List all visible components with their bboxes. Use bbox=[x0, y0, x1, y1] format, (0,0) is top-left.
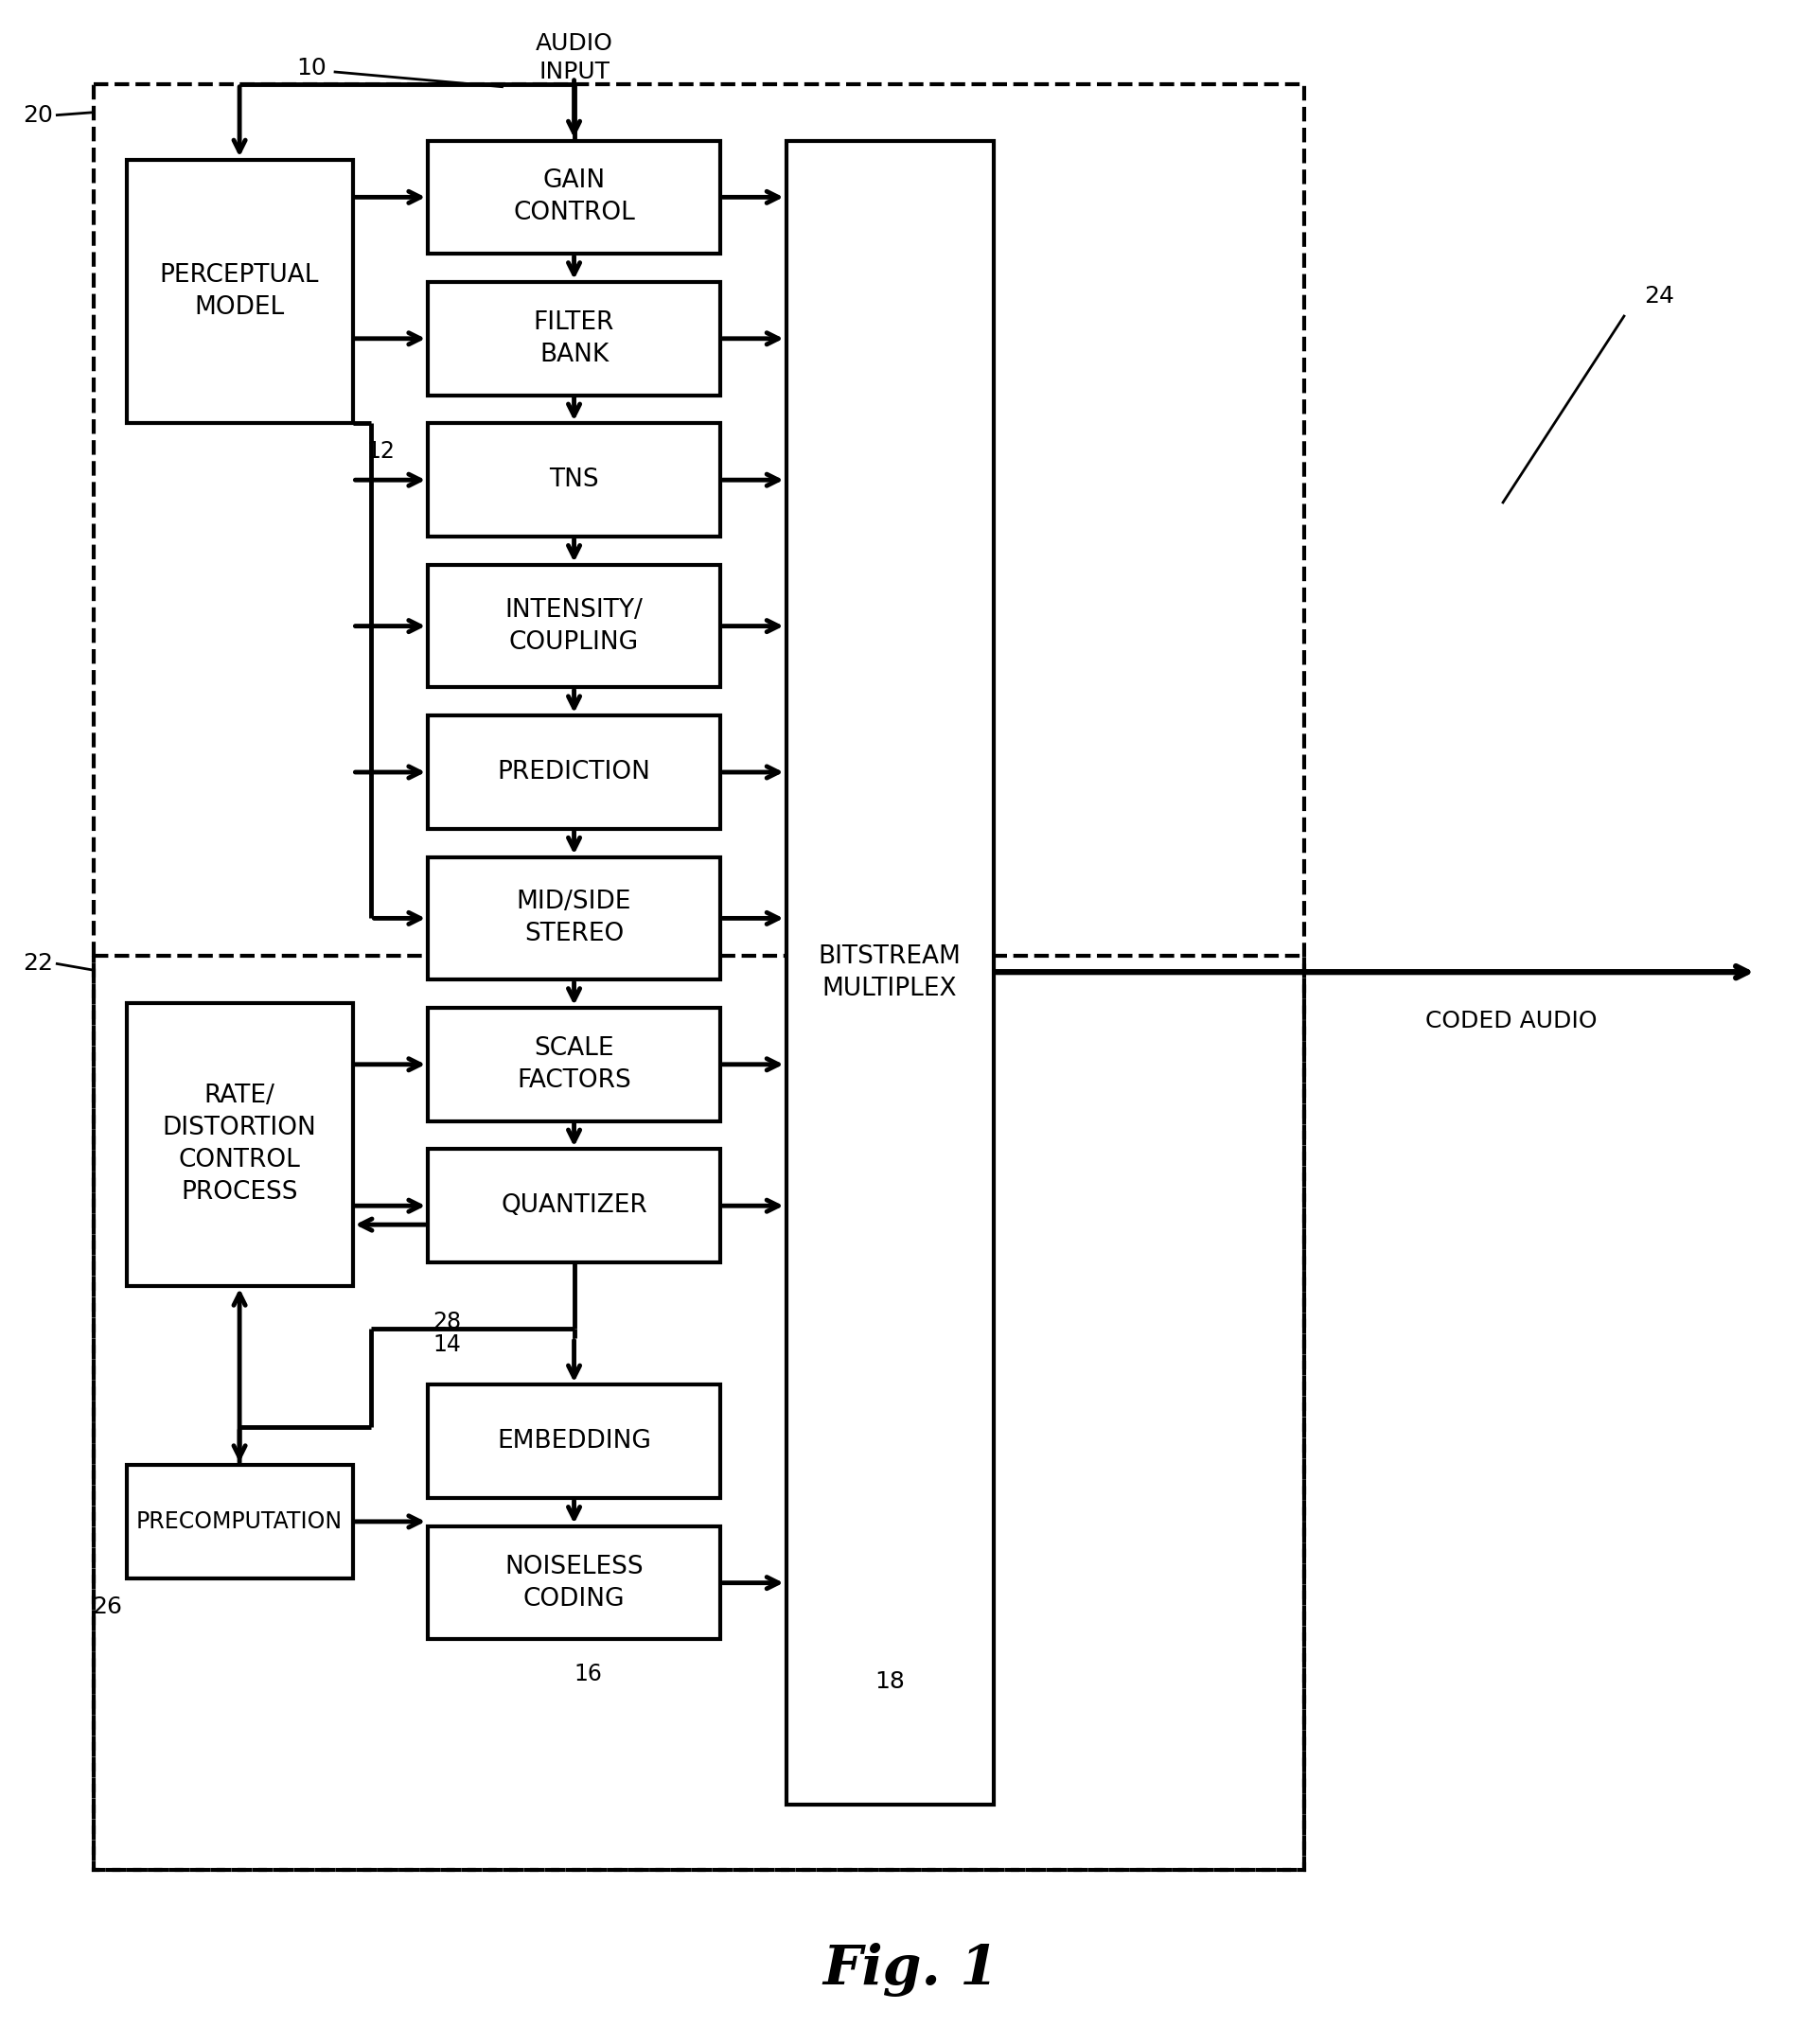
FancyBboxPatch shape bbox=[428, 282, 719, 395]
Text: EMBEDDING: EMBEDDING bbox=[497, 1429, 652, 1453]
Text: RATE/
DISTORTION
CONTROL
PROCESS: RATE/ DISTORTION CONTROL PROCESS bbox=[162, 1084, 317, 1206]
FancyBboxPatch shape bbox=[428, 566, 719, 687]
Text: AUDIO
INPUT: AUDIO INPUT bbox=[535, 32, 613, 83]
Text: FILTER
BANK: FILTER BANK bbox=[533, 310, 613, 367]
Text: MID/SIDE
STEREO: MID/SIDE STEREO bbox=[517, 890, 632, 947]
Text: CODED AUDIO: CODED AUDIO bbox=[1425, 1009, 1596, 1032]
Text: SCALE
FACTORS: SCALE FACTORS bbox=[517, 1036, 632, 1093]
Text: 20: 20 bbox=[24, 103, 53, 126]
FancyBboxPatch shape bbox=[428, 1007, 719, 1121]
Text: 16: 16 bbox=[573, 1662, 602, 1686]
Text: 18: 18 bbox=[874, 1670, 905, 1693]
FancyBboxPatch shape bbox=[428, 1384, 719, 1498]
Text: INTENSITY/
COUPLING: INTENSITY/ COUPLING bbox=[504, 598, 642, 655]
Text: BITSTREAM
MULTIPLEX: BITSTREAM MULTIPLEX bbox=[817, 945, 961, 1001]
FancyBboxPatch shape bbox=[428, 1526, 719, 1640]
Text: GAIN
CONTROL: GAIN CONTROL bbox=[513, 168, 635, 225]
Text: 14: 14 bbox=[433, 1334, 460, 1356]
FancyBboxPatch shape bbox=[428, 1149, 719, 1263]
Text: 28: 28 bbox=[433, 1309, 460, 1334]
FancyBboxPatch shape bbox=[786, 140, 994, 1804]
Text: 12: 12 bbox=[366, 440, 395, 462]
FancyBboxPatch shape bbox=[428, 140, 719, 253]
Text: 24: 24 bbox=[1643, 286, 1673, 308]
Text: PRECOMPUTATION: PRECOMPUTATION bbox=[136, 1510, 342, 1532]
Text: 22: 22 bbox=[22, 953, 53, 975]
Text: PERCEPTUAL
MODEL: PERCEPTUAL MODEL bbox=[160, 264, 318, 320]
FancyBboxPatch shape bbox=[428, 716, 719, 829]
Text: TNS: TNS bbox=[550, 468, 599, 493]
FancyBboxPatch shape bbox=[126, 160, 353, 424]
FancyBboxPatch shape bbox=[428, 424, 719, 537]
Text: NOISELESS
CODING: NOISELESS CODING bbox=[504, 1555, 642, 1611]
Text: QUANTIZER: QUANTIZER bbox=[500, 1194, 646, 1218]
FancyBboxPatch shape bbox=[428, 857, 719, 979]
Text: Fig. 1: Fig. 1 bbox=[823, 1942, 997, 1997]
Text: PREDICTION: PREDICTION bbox=[497, 760, 650, 784]
Text: 10: 10 bbox=[297, 57, 326, 79]
FancyBboxPatch shape bbox=[126, 1003, 353, 1285]
Text: 26: 26 bbox=[91, 1595, 122, 1618]
FancyBboxPatch shape bbox=[126, 1466, 353, 1579]
